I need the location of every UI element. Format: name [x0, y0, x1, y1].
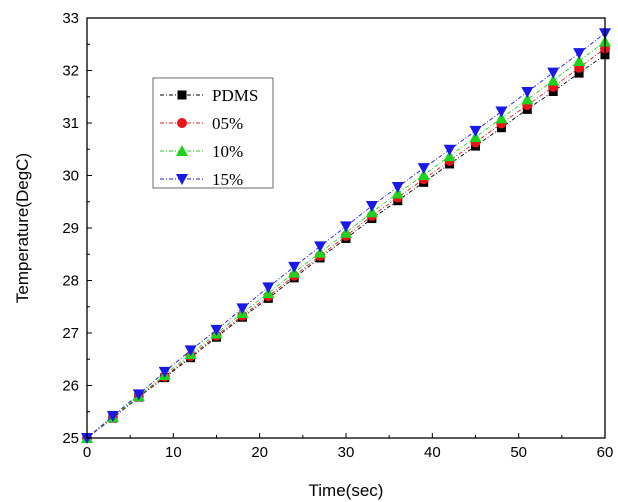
- axis-ticks: 0 10 20 30 40 50 60 25 26 27 28 29 30 31 32 33: [62, 10, 613, 461]
- data-point: [495, 106, 508, 118]
- x-tick-label: 60: [597, 444, 614, 461]
- legend-item: 05%: [160, 114, 243, 133]
- y-tick-label: 31: [62, 115, 79, 132]
- y-tick-label: 30: [62, 168, 79, 185]
- data-point: [210, 324, 223, 336]
- data-point: [521, 93, 534, 105]
- legend-marker: [177, 90, 187, 100]
- y-tick-label: 26: [62, 378, 79, 395]
- legend-label: 15%: [212, 170, 243, 189]
- data-point: [574, 68, 584, 78]
- series-15: [81, 28, 611, 444]
- legend-item: 10%: [160, 142, 243, 161]
- data-point: [391, 182, 404, 194]
- data-point: [573, 55, 586, 67]
- data-point: [184, 345, 197, 357]
- y-tick-label: 32: [62, 63, 79, 80]
- data-point: [236, 303, 249, 315]
- legend-marker: [177, 118, 187, 128]
- plot-area: [81, 28, 611, 444]
- data-point: [288, 261, 301, 273]
- x-tick-label: 10: [165, 444, 182, 461]
- data-point: [469, 125, 482, 137]
- data-point: [495, 112, 508, 124]
- y-axis-title: Temperature(DegC): [13, 153, 32, 303]
- data-point: [314, 241, 327, 253]
- data-point: [573, 48, 586, 60]
- data-point: [106, 410, 119, 422]
- legend-marker: [176, 145, 188, 156]
- legend-item: PDMS: [160, 86, 258, 105]
- data-point: [417, 163, 430, 175]
- y-tick-label: 27: [62, 325, 79, 342]
- legend-item: 15%: [160, 170, 243, 189]
- data-point: [365, 200, 378, 212]
- data-point: [547, 74, 560, 86]
- x-tick-label: 40: [424, 444, 441, 461]
- legend-box: [152, 77, 274, 189]
- data-point: [417, 168, 430, 180]
- data-point: [132, 389, 145, 401]
- x-tick-label: 30: [338, 444, 355, 461]
- x-tick-label: 50: [510, 444, 527, 461]
- y-tick-label: 29: [62, 220, 79, 237]
- y-tick-label: 33: [62, 10, 79, 27]
- x-tick-label: 20: [251, 444, 268, 461]
- data-point: [158, 366, 171, 378]
- x-axis-title: Time(sec): [309, 481, 384, 500]
- legend-marker: [176, 174, 188, 185]
- legend-label: 10%: [212, 142, 243, 161]
- data-point: [340, 221, 352, 233]
- series-line: [86, 48, 606, 439]
- y-tick-label: 25: [62, 430, 79, 447]
- data-point: [521, 87, 534, 99]
- legend-label: 05%: [212, 114, 243, 133]
- data-point: [443, 144, 456, 156]
- data-point: [547, 67, 560, 79]
- x-tick-label: 0: [83, 444, 91, 461]
- y-tick-label: 28: [62, 273, 79, 290]
- legend: PDMS 05% 10% 15%: [152, 77, 274, 189]
- legend-label: PDMS: [212, 86, 258, 105]
- data-point: [262, 282, 275, 294]
